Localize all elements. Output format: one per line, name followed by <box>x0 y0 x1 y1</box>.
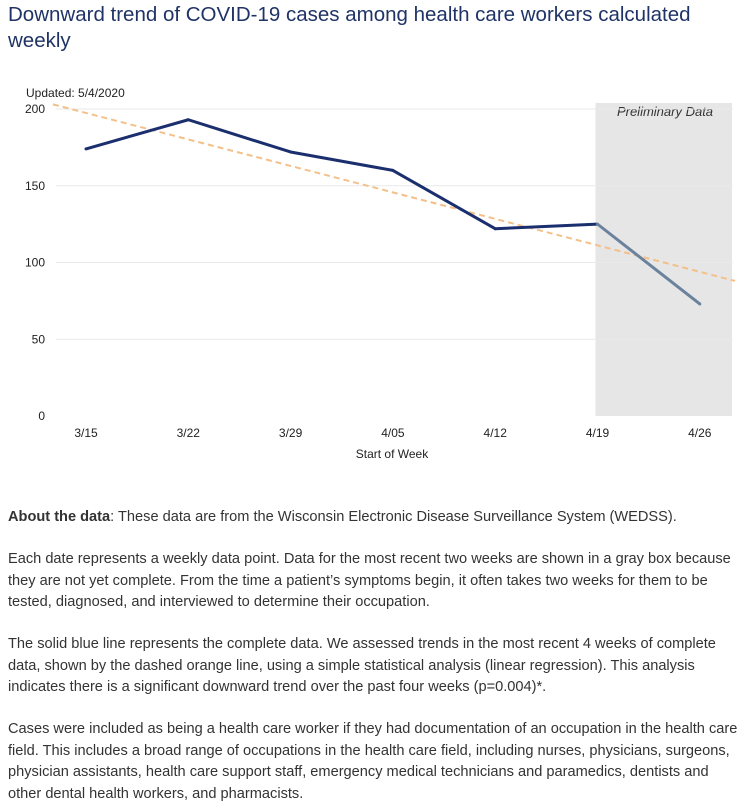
data-point <box>84 147 88 151</box>
x-tick-label: 4/19 <box>586 426 610 440</box>
y-tick-label: 200 <box>25 102 45 116</box>
series-line-preliminary <box>596 222 701 306</box>
data-point <box>698 302 702 306</box>
x-tick-label: 4/26 <box>688 426 712 440</box>
page-title: Downward trend of COVID-19 cases among h… <box>8 3 691 52</box>
y-tick-label: 150 <box>25 179 45 193</box>
updated-date: Updated: 5/4/2020 <box>26 86 125 100</box>
y-axis-ticks: 0 50 100 150 200 <box>25 102 45 423</box>
trend-line <box>52 103 736 282</box>
paragraph-definition: Cases were included as being a health ca… <box>8 721 738 802</box>
x-axis-ticks: 3/15 3/22 3/29 4/05 4/12 4/19 4/26 <box>74 426 711 440</box>
data-series <box>84 118 702 306</box>
data-point <box>596 222 599 226</box>
y-tick-label: 0 <box>38 409 45 423</box>
series-line-complete <box>85 118 598 231</box>
paragraph-trend: The solid blue line represents the compl… <box>8 636 716 695</box>
preliminary-data-label: Preliminary Data <box>617 104 713 119</box>
x-axis-label: Start of Week <box>356 447 429 461</box>
data-point <box>289 150 293 154</box>
about-text: : These data are from the Wisconsin Elec… <box>110 509 677 525</box>
x-tick-label: 3/22 <box>177 426 201 440</box>
paragraph-completeness: Each date represents a weekly data point… <box>8 551 731 610</box>
y-tick-label: 100 <box>25 256 45 270</box>
y-tick-label: 50 <box>32 332 46 346</box>
preliminary-data-region <box>595 103 732 416</box>
x-tick-label: 4/12 <box>484 426 508 440</box>
x-tick-label: 3/15 <box>74 426 98 440</box>
gridlines <box>56 108 733 340</box>
about-paragraph: About the data: These data are from the … <box>8 507 742 529</box>
x-tick-label: 4/05 <box>381 426 405 440</box>
data-point <box>186 118 190 122</box>
x-tick-label: 3/29 <box>279 426 303 440</box>
about-label: About the data <box>8 509 111 525</box>
data-point <box>391 168 395 172</box>
data-point <box>493 227 497 231</box>
